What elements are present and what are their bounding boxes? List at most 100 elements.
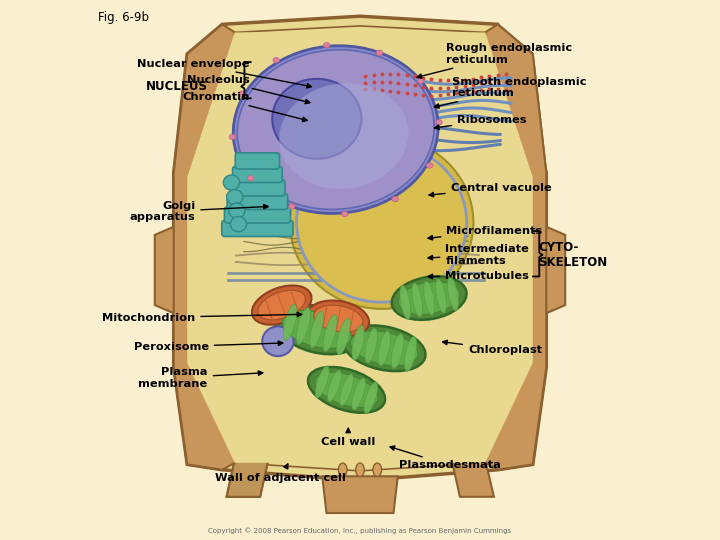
Ellipse shape: [323, 315, 337, 351]
Ellipse shape: [400, 285, 410, 319]
Ellipse shape: [229, 203, 245, 218]
Ellipse shape: [352, 326, 364, 360]
Polygon shape: [485, 24, 546, 470]
Polygon shape: [323, 476, 397, 513]
FancyBboxPatch shape: [233, 166, 282, 183]
Ellipse shape: [391, 334, 403, 368]
Ellipse shape: [258, 291, 305, 320]
Polygon shape: [174, 24, 235, 470]
FancyBboxPatch shape: [222, 220, 293, 237]
Ellipse shape: [323, 43, 330, 48]
Ellipse shape: [307, 300, 369, 337]
Ellipse shape: [341, 211, 348, 217]
Ellipse shape: [282, 310, 351, 348]
Ellipse shape: [356, 463, 364, 476]
Ellipse shape: [424, 281, 434, 315]
Text: Microtubules: Microtubules: [428, 272, 529, 281]
Ellipse shape: [418, 78, 424, 84]
Text: Golgi
apparatus: Golgi apparatus: [130, 201, 268, 222]
Ellipse shape: [315, 372, 378, 408]
Ellipse shape: [373, 463, 382, 476]
Text: Smooth endoplasmic
reticulum: Smooth endoplasmic reticulum: [434, 77, 586, 108]
Ellipse shape: [340, 374, 354, 406]
Ellipse shape: [365, 328, 377, 363]
Ellipse shape: [448, 277, 459, 311]
Ellipse shape: [392, 197, 398, 202]
Text: Mitochondrion: Mitochondrion: [102, 312, 302, 322]
Ellipse shape: [436, 279, 446, 313]
Polygon shape: [174, 24, 222, 470]
Polygon shape: [498, 24, 546, 470]
Text: Copyright © 2008 Pearson Education, Inc., publishing as Pearson Benjamin Cumming: Copyright © 2008 Pearson Education, Inc.…: [208, 527, 512, 534]
Text: Nucleolus: Nucleolus: [186, 75, 310, 104]
Text: Peroxisome: Peroxisome: [134, 341, 283, 352]
Text: Plasmodesmata: Plasmodesmata: [390, 446, 500, 470]
Ellipse shape: [436, 119, 442, 125]
Ellipse shape: [297, 143, 467, 302]
Ellipse shape: [308, 367, 385, 413]
FancyBboxPatch shape: [228, 193, 288, 210]
Ellipse shape: [289, 136, 474, 309]
Text: Central vacuole: Central vacuole: [429, 183, 552, 197]
Polygon shape: [227, 460, 269, 497]
Text: Nuclear envelope: Nuclear envelope: [137, 59, 312, 88]
FancyBboxPatch shape: [235, 153, 279, 169]
Ellipse shape: [233, 46, 438, 213]
Ellipse shape: [248, 176, 254, 181]
Ellipse shape: [262, 326, 294, 356]
Text: Chromatin: Chromatin: [182, 92, 307, 122]
Ellipse shape: [273, 57, 279, 63]
Ellipse shape: [274, 305, 359, 354]
Ellipse shape: [405, 336, 417, 371]
Ellipse shape: [351, 331, 418, 366]
Ellipse shape: [272, 79, 361, 159]
Ellipse shape: [328, 370, 341, 402]
Ellipse shape: [364, 382, 378, 414]
Text: Wall of adjacent cell: Wall of adjacent cell: [215, 464, 346, 483]
Ellipse shape: [279, 83, 408, 189]
Ellipse shape: [283, 304, 297, 341]
Text: Cell wall: Cell wall: [321, 428, 376, 447]
Polygon shape: [222, 24, 498, 470]
Text: NUCLEUS: NUCLEUS: [145, 80, 208, 93]
Polygon shape: [155, 227, 187, 313]
Polygon shape: [227, 460, 269, 497]
Ellipse shape: [230, 217, 246, 232]
Ellipse shape: [297, 308, 310, 344]
Ellipse shape: [315, 366, 329, 398]
Ellipse shape: [398, 282, 460, 314]
Text: Intermediate
filaments: Intermediate filaments: [428, 244, 529, 266]
Polygon shape: [452, 460, 494, 497]
Ellipse shape: [223, 175, 240, 190]
Text: Microfilaments: Microfilaments: [428, 226, 543, 240]
Ellipse shape: [238, 50, 434, 210]
Ellipse shape: [426, 163, 433, 168]
Polygon shape: [187, 24, 533, 54]
Ellipse shape: [252, 286, 312, 325]
FancyBboxPatch shape: [230, 180, 285, 196]
Polygon shape: [174, 16, 546, 481]
Ellipse shape: [227, 190, 243, 205]
Polygon shape: [187, 26, 533, 471]
Ellipse shape: [412, 283, 423, 317]
Ellipse shape: [336, 318, 351, 355]
Ellipse shape: [310, 311, 324, 348]
Ellipse shape: [289, 204, 295, 209]
Ellipse shape: [343, 326, 426, 371]
Text: CYTO-
SKELETON: CYTO- SKELETON: [539, 241, 608, 269]
Ellipse shape: [377, 50, 383, 56]
Ellipse shape: [392, 276, 467, 320]
Ellipse shape: [229, 134, 235, 140]
Polygon shape: [187, 464, 533, 470]
Ellipse shape: [314, 305, 363, 332]
Polygon shape: [533, 227, 565, 313]
Text: Chloroplast: Chloroplast: [443, 340, 542, 355]
Text: Rough endoplasmic
reticulum: Rough endoplasmic reticulum: [417, 43, 572, 78]
Ellipse shape: [378, 331, 390, 366]
Ellipse shape: [352, 378, 366, 410]
Text: Ribosomes: Ribosomes: [434, 115, 527, 130]
Text: Plasma
membrane: Plasma membrane: [138, 367, 263, 389]
FancyBboxPatch shape: [225, 207, 290, 223]
Ellipse shape: [338, 463, 347, 476]
Text: Fig. 6-9b: Fig. 6-9b: [98, 11, 149, 24]
